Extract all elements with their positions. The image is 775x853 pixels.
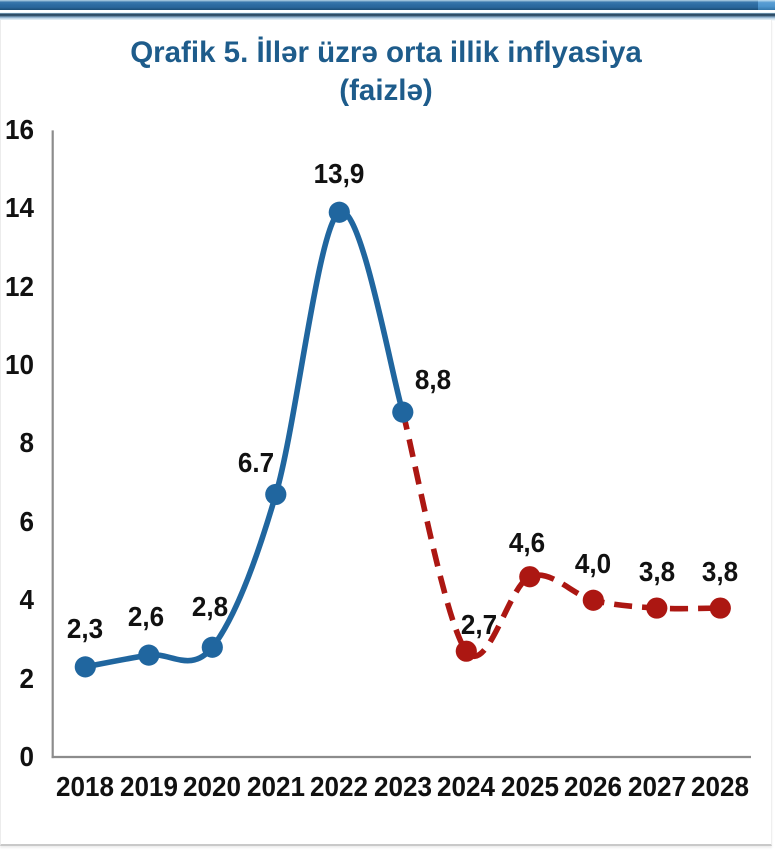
forecast-marker-2028 xyxy=(709,597,731,619)
x-tick-label-2021-text: 2021 xyxy=(246,771,305,803)
x-tick-label-2022: 2022 xyxy=(308,773,370,801)
chart-panel xyxy=(0,20,772,846)
x-tick-label-2020-text: 2020 xyxy=(183,771,242,803)
card-top-bar xyxy=(0,0,775,10)
x-tick-label-2023-text: 2023 xyxy=(373,771,432,803)
data-label-2026-text: 4,0 xyxy=(575,548,612,580)
chart-title-line1: Qrafik 5. İllər üzrə orta illik inflyasi… xyxy=(130,36,642,69)
y-tick-label-8: 8 xyxy=(18,429,34,457)
data-label-2019-text: 2,6 xyxy=(127,601,164,633)
data-label-2020-text: 2,8 xyxy=(192,591,229,623)
data-label-2022-text: 13,9 xyxy=(313,158,365,190)
x-tick-label-2024: 2024 xyxy=(435,773,497,801)
x-tick-label-2028-text: 2028 xyxy=(691,771,750,803)
y-tick-label-0-text: 0 xyxy=(19,741,34,772)
data-label-2019: 2,6 xyxy=(126,603,165,631)
y-tick-label-6: 6 xyxy=(18,505,34,537)
card-top-bar-highlight xyxy=(758,0,775,10)
y-tick-label-4-text: 4 xyxy=(19,584,34,616)
card-accent-line xyxy=(0,10,775,21)
x-tick-label-2025: 2025 xyxy=(499,773,561,801)
data-label-2018: 2,3 xyxy=(66,612,105,644)
y-tick-label-14-text: 14 xyxy=(5,192,34,224)
x-tick-label-2019: 2019 xyxy=(118,773,180,801)
actual-marker-2020 xyxy=(201,636,223,658)
y-tick-label-16: 16 xyxy=(3,113,34,145)
x-tick-label-2020: 2020 xyxy=(181,773,243,801)
forecast-marker-2027 xyxy=(646,597,668,619)
y-tick-label-12: 12 xyxy=(3,270,34,302)
y-tick-label-14: 14 xyxy=(3,194,34,222)
data-label-2021-text: 6.7 xyxy=(237,447,274,479)
x-tick-label-2027: 2027 xyxy=(626,773,688,801)
chart-title-line2: (faizlə) xyxy=(339,74,433,107)
forecast-series-line xyxy=(400,411,721,659)
y-tick-label-10: 10 xyxy=(3,351,34,379)
x-tick-label-2019-text: 2019 xyxy=(119,771,178,803)
data-label-2026: 4,0 xyxy=(574,550,613,578)
data-label-2024-text: 2,7 xyxy=(461,609,498,641)
data-label-2028: 3,8 xyxy=(701,558,740,586)
forecast-marker-2025 xyxy=(519,566,541,588)
forecast-marker-2024 xyxy=(455,640,477,662)
x-tick-label-2026: 2026 xyxy=(562,773,624,801)
x-tick-label-2025-text: 2025 xyxy=(500,771,559,803)
y-tick-label-8-text: 8 xyxy=(19,427,34,459)
x-tick-label-2028: 2028 xyxy=(689,773,751,801)
y-tick-label-0: 0 xyxy=(18,743,34,771)
data-label-2023: 8,8 xyxy=(413,366,452,394)
x-tick-label-2018: 2018 xyxy=(54,773,116,801)
actual-marker-2021 xyxy=(265,483,287,506)
x-tick-label-2027-text: 2027 xyxy=(627,771,686,803)
data-label-2024: 2,7 xyxy=(460,611,499,639)
chart-title: Qrafik 5. İllər üzrə orta illik inflyasi… xyxy=(0,34,772,110)
data-label-2021: 6.7 xyxy=(236,449,275,477)
y-tick-label-10-text: 10 xyxy=(5,349,34,381)
forecast-marker-2026 xyxy=(582,589,604,611)
actual-series-line xyxy=(82,209,406,670)
data-label-2020: 2,8 xyxy=(191,593,230,621)
y-tick-label-12-text: 12 xyxy=(5,270,34,302)
actual-marker-2022 xyxy=(328,201,350,223)
data-label-2018-text: 2,3 xyxy=(67,612,104,644)
y-tick-label-2-text: 2 xyxy=(19,662,34,694)
actual-marker-2019 xyxy=(138,644,160,666)
actual-marker-2023 xyxy=(392,401,414,423)
y-tick-label-16-text: 16 xyxy=(5,113,34,145)
x-tick-label-2021: 2021 xyxy=(245,773,307,801)
actual-marker-2018 xyxy=(74,656,96,678)
data-label-2023-text: 8,8 xyxy=(414,364,451,396)
x-tick-label-2023: 2023 xyxy=(372,773,434,801)
data-label-2025-text: 4,6 xyxy=(508,526,545,558)
data-label-2027-text: 3,8 xyxy=(638,556,675,588)
data-label-2027: 3,8 xyxy=(637,558,676,586)
y-tick-label-6-text: 6 xyxy=(19,505,34,537)
y-tick-label-4: 4 xyxy=(18,586,34,614)
data-label-2028-text: 3,8 xyxy=(702,556,739,588)
y-tick-label-2: 2 xyxy=(18,662,34,694)
x-tick-label-2018-text: 2018 xyxy=(56,771,115,803)
data-label-2022: 13,9 xyxy=(312,160,367,188)
x-tick-label-2022-text: 2022 xyxy=(310,771,369,803)
x-tick-label-2024-text: 2024 xyxy=(437,771,496,803)
x-tick-label-2026-text: 2026 xyxy=(564,771,623,803)
data-label-2025: 4,6 xyxy=(507,526,546,558)
